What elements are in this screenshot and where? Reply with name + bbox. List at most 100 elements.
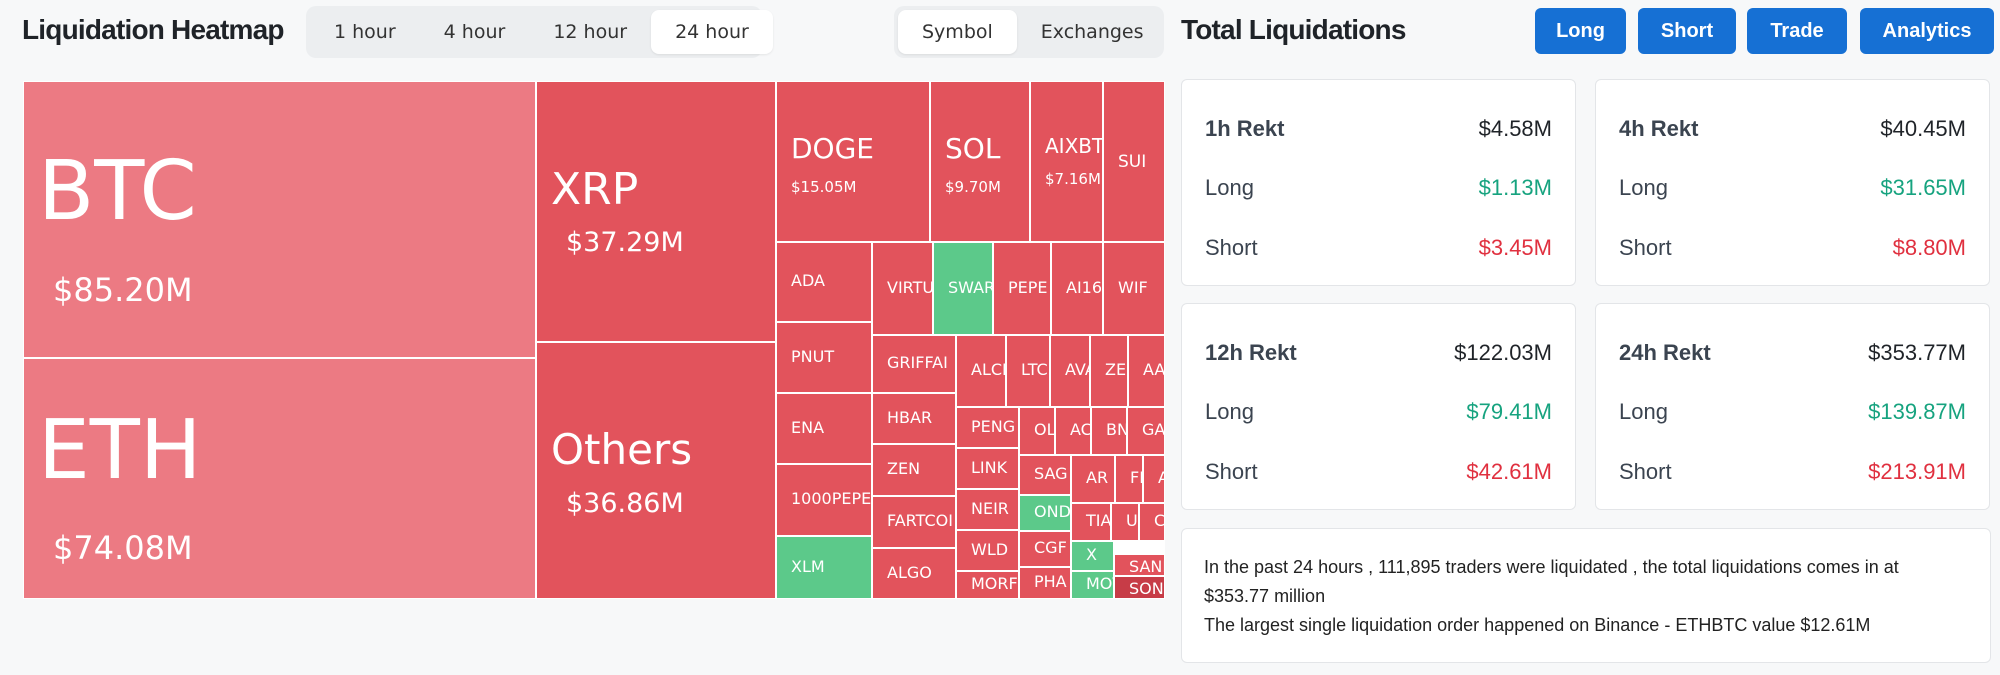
treemap-symbol: BTC	[38, 144, 197, 239]
treemap-symbol: SWAR	[948, 278, 993, 297]
treemap-symbol: CGF	[1034, 538, 1067, 557]
treemap-cell-small[interactable]: ZEN	[872, 444, 956, 496]
treemap-cell-small[interactable]: ALGO	[872, 548, 956, 599]
treemap-cell-eth[interactable]: ETH $74.08M	[23, 358, 536, 599]
treemap-cell-small[interactable]: C	[1139, 503, 1165, 541]
treemap-symbol: HBAR	[887, 408, 933, 427]
short-label: Short	[1619, 235, 1672, 260]
treemap-cell-btc[interactable]: BTC $85.20M	[23, 81, 536, 358]
treemap-cell-small[interactable]: CGF	[1019, 531, 1071, 567]
treemap-symbol: LINK	[971, 458, 1008, 477]
treemap-symbol: AIXBT	[1045, 134, 1103, 158]
treemap-cell-small[interactable]: WIF	[1103, 242, 1165, 335]
treemap-cell-small[interactable]: FARTCOI	[872, 496, 956, 548]
short-value: $3.45M	[1478, 235, 1552, 260]
rekt-card-4h: 4h Rekt $40.45M Long $31.65M Short $8.80M	[1595, 79, 1990, 286]
treemap-cell-small[interactable]: LINK	[956, 448, 1019, 489]
treemap-cell-small[interactable]: SWAR	[933, 242, 993, 335]
long-value: $1.13M	[1478, 175, 1552, 200]
treemap-cell-small[interactable]: AR	[1071, 455, 1115, 503]
treemap-cell-small[interactable]: OND	[1019, 495, 1071, 531]
time-option-1h[interactable]: 1 hour	[334, 21, 396, 43]
long-label: Long	[1619, 399, 1668, 424]
treemap-cell-small[interactable]: ALCI	[956, 335, 1006, 407]
view-option-exchanges[interactable]: Exchanges	[1040, 21, 1144, 43]
short-button[interactable]: Short	[1638, 8, 1736, 54]
treemap-cell-small[interactable]: HBAR	[872, 393, 956, 444]
treemap-cell-doge[interactable]: DOGE $15.05M	[776, 81, 930, 242]
trade-button[interactable]: Trade	[1747, 8, 1847, 54]
treemap-symbol: X	[1086, 545, 1097, 564]
treemap-cell-small[interactable]: TIA	[1071, 503, 1111, 541]
card-label: 24h Rekt	[1619, 340, 1711, 365]
card-label: 1h Rekt	[1205, 116, 1285, 141]
treemap-symbol: OL	[1034, 420, 1055, 439]
treemap-symbol: PNUT	[791, 347, 835, 366]
treemap-cell-others[interactable]: Others $36.86M	[536, 342, 776, 599]
treemap-symbol: NEIR	[971, 499, 1009, 518]
treemap-cell-small[interactable]: 1000PEPE	[776, 464, 872, 536]
time-range-selector: 1 hour 4 hour 12 hour 24 hour	[306, 6, 773, 58]
treemap-symbol: WLD	[971, 540, 1009, 559]
time-option-24h[interactable]: 24 hour	[651, 10, 773, 54]
treemap-cell-sui[interactable]: SUI	[1103, 81, 1165, 242]
treemap-symbol: OND	[1034, 502, 1071, 521]
treemap-cell-small[interactable]: PNUT	[776, 322, 872, 393]
treemap-symbol: AVA	[1065, 360, 1089, 379]
treemap-cell-small[interactable]: AC	[1143, 455, 1165, 503]
treemap-cell-small[interactable]: AI16	[1051, 242, 1103, 335]
treemap-cell-small[interactable]: BN	[1091, 407, 1127, 455]
treemap-cell-small[interactable]: OL	[1019, 407, 1055, 455]
treemap-cell-small[interactable]: MOV	[1071, 571, 1114, 599]
treemap-cell-small[interactable]: AVA	[1050, 335, 1090, 407]
treemap-value: $85.20M	[53, 271, 193, 309]
treemap-cell-small[interactable]: SAND	[1114, 554, 1165, 576]
treemap-cell-small[interactable]: VIRTU	[872, 242, 933, 335]
treemap-cell-small[interactable]: PHA	[1019, 567, 1071, 599]
treemap-cell-small[interactable]: AC	[1055, 407, 1091, 455]
short-value: $42.61M	[1466, 459, 1552, 484]
treemap-symbol: TIA	[1086, 511, 1111, 530]
treemap-symbol: ZEN	[887, 459, 921, 478]
treemap-cell-small[interactable]: ZE	[1090, 335, 1128, 407]
treemap-cell-small[interactable]: SAG	[1019, 455, 1071, 495]
treemap-cell-small[interactable]: ADA	[776, 242, 872, 322]
treemap-cell-small[interactable]: SON	[1114, 576, 1165, 599]
treemap-cell-small[interactable]: GRIFFAI	[872, 335, 956, 393]
treemap-cell-small[interactable]: GA	[1127, 407, 1165, 455]
treemap-cell-small[interactable]: U	[1111, 503, 1139, 541]
time-option-12h[interactable]: 12 hour	[553, 21, 628, 43]
treemap-symbol: WIF	[1118, 278, 1148, 297]
treemap-symbol: AC	[1158, 468, 1164, 487]
card-label: 12h Rekt	[1205, 340, 1297, 365]
treemap-symbol: XRP	[551, 164, 639, 215]
treemap-cell-small[interactable]: FI	[1115, 455, 1143, 503]
treemap-cell-sol[interactable]: SOL $9.70M	[930, 81, 1030, 242]
treemap-symbol: PHA	[1034, 572, 1067, 591]
summary-text-line-2: The largest single liquidation order hap…	[1204, 615, 1871, 635]
long-label: Long	[1205, 175, 1254, 200]
treemap-cell-small[interactable]: AA	[1128, 335, 1165, 407]
treemap-cell-small[interactable]: LTC	[1006, 335, 1050, 407]
treemap-cell-small[interactable]: ENA	[776, 393, 872, 464]
treemap-cell-small[interactable]: X	[1071, 541, 1114, 571]
treemap-cell-small[interactable]: MORF	[956, 571, 1019, 599]
treemap-symbol: U	[1126, 511, 1138, 530]
treemap-symbol: 1000PEPE	[791, 489, 872, 508]
treemap-cell-xrp[interactable]: XRP $37.29M	[536, 81, 776, 342]
treemap-symbol: LTC	[1021, 360, 1048, 379]
treemap-cell-small[interactable]: PENG	[956, 407, 1019, 448]
treemap-symbol: SUI	[1118, 152, 1147, 172]
treemap-cell-small[interactable]: XLM	[776, 536, 872, 599]
treemap-cell-small[interactable]: NEIR	[956, 489, 1019, 530]
treemap-cell-aixbt[interactable]: AIXBT $7.16M	[1030, 81, 1103, 242]
time-option-4h[interactable]: 4 hour	[443, 21, 506, 43]
analytics-button[interactable]: Analytics	[1860, 8, 1994, 54]
long-label: Long	[1619, 175, 1668, 200]
long-button[interactable]: Long	[1535, 8, 1626, 54]
treemap-symbol: ZE	[1105, 360, 1127, 379]
treemap-cell-small[interactable]: WLD	[956, 530, 1019, 571]
treemap-symbol: SOL	[945, 132, 1001, 165]
treemap-cell-small[interactable]: PEPE	[993, 242, 1051, 335]
view-option-symbol[interactable]: Symbol	[898, 10, 1017, 54]
